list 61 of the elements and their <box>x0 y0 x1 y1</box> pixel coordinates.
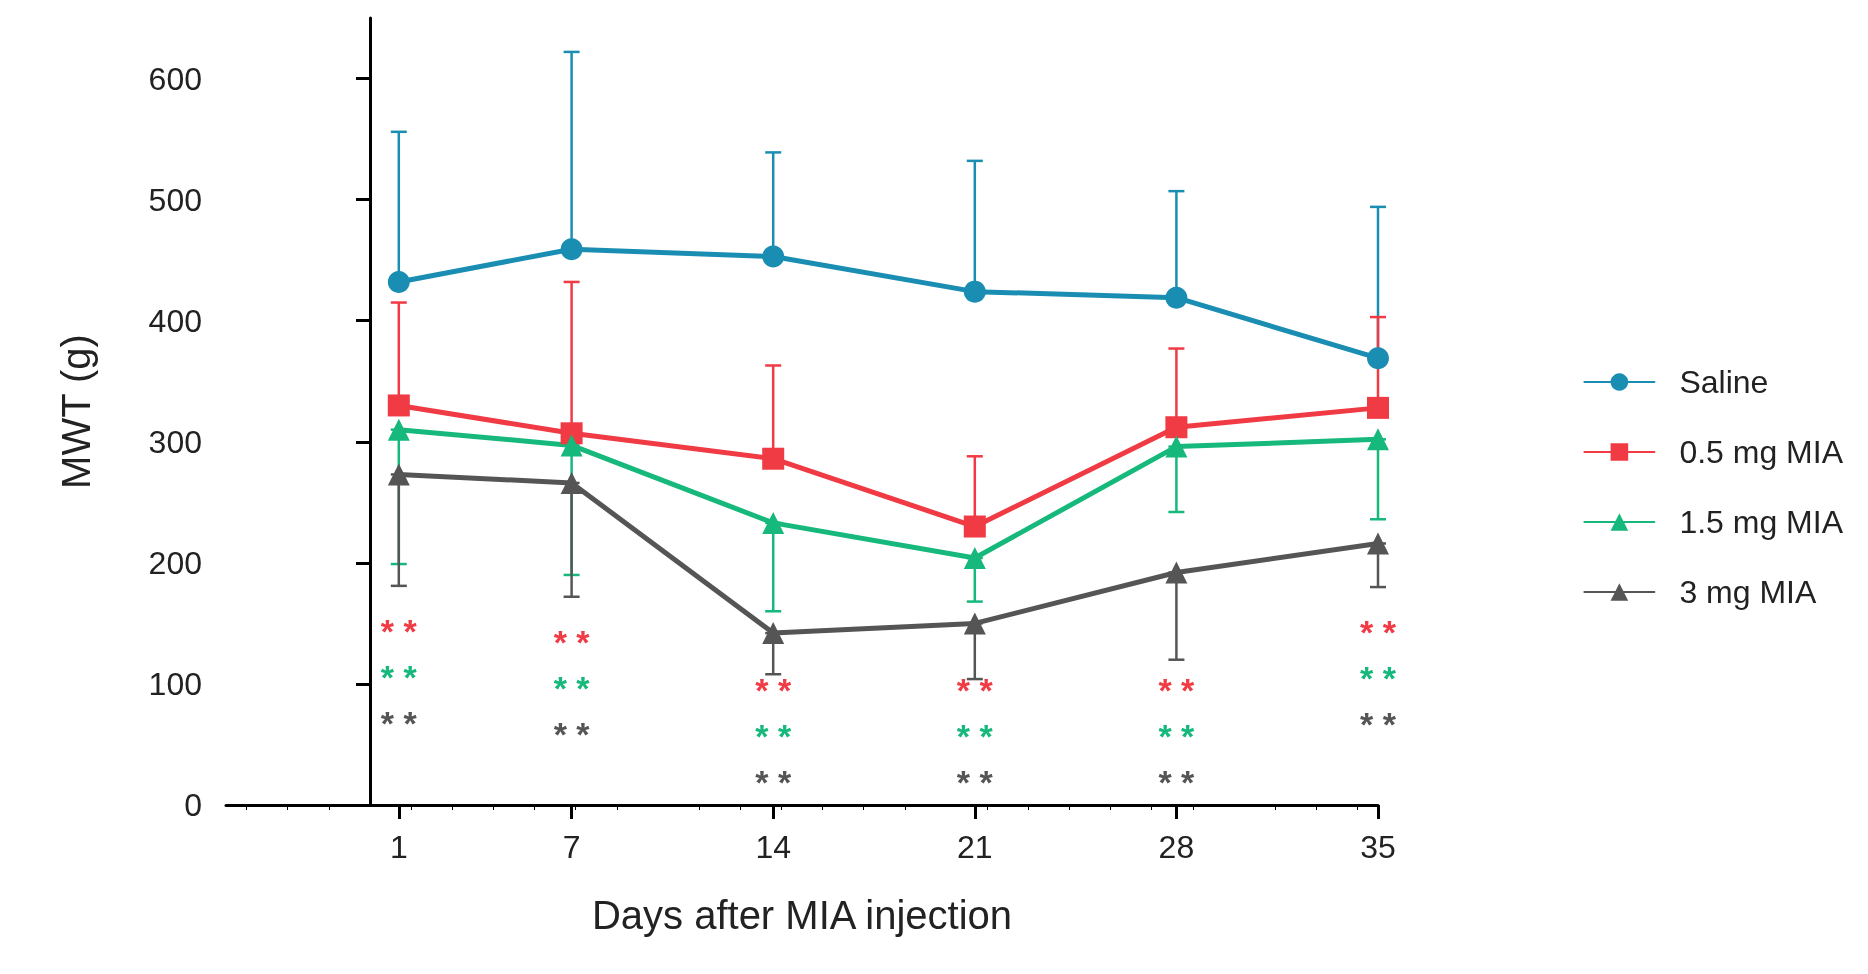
annotation: * * <box>956 671 994 709</box>
annotation: * * <box>956 763 994 801</box>
point <box>387 463 410 486</box>
x-tick-label: 14 <box>755 829 791 865</box>
point <box>762 245 785 268</box>
y-tick-label: 500 <box>148 181 202 218</box>
y-axis-title: MWT (g) <box>54 334 98 489</box>
annotation: * * <box>380 657 418 696</box>
annotation: * * <box>755 763 792 801</box>
annotation: * * <box>1158 717 1196 755</box>
annotation: * * <box>380 703 418 742</box>
x-tick-label: 28 <box>1158 829 1195 865</box>
point <box>963 547 986 569</box>
point <box>560 434 583 457</box>
point <box>762 447 785 470</box>
y-tick-label: 100 <box>148 665 202 702</box>
annotation: * * <box>1158 671 1196 709</box>
annotation: * * <box>553 714 591 753</box>
point <box>963 280 986 303</box>
x-tick-label: 7 <box>562 829 581 865</box>
annotation: * * <box>755 671 792 709</box>
annotation: * * <box>553 622 591 661</box>
point <box>762 622 785 645</box>
point <box>1367 428 1389 451</box>
point <box>1165 416 1188 439</box>
point <box>1165 561 1188 584</box>
point <box>1367 396 1389 419</box>
legend-label: 1.5 mg MIA <box>1679 504 1844 540</box>
point <box>387 418 410 441</box>
x-tick-label: 1 <box>389 829 408 865</box>
y-tick-label: 300 <box>148 423 202 460</box>
x-tick-label: 21 <box>957 829 993 865</box>
point <box>560 238 583 261</box>
y-tick-label: 600 <box>148 60 202 97</box>
annotation: * * <box>1360 705 1397 744</box>
annotation: * * <box>1360 659 1397 698</box>
annotation: * * <box>1158 763 1196 801</box>
annotation: * * <box>380 611 418 650</box>
annotation: * * <box>553 668 591 707</box>
point <box>1367 347 1389 370</box>
annotation: * * <box>755 717 792 755</box>
point <box>387 394 410 417</box>
point <box>560 422 583 445</box>
point <box>963 612 986 635</box>
point <box>1165 286 1188 309</box>
annotation: * * <box>956 717 994 755</box>
point <box>560 471 583 494</box>
point <box>1367 532 1389 555</box>
legend-label: Saline <box>1679 364 1769 400</box>
y-tick-label: 200 <box>148 544 202 581</box>
x-tick-label: 35 <box>1360 829 1396 865</box>
y-tick-label: 400 <box>148 302 202 339</box>
annotation: * * <box>1360 613 1397 652</box>
point <box>1165 435 1188 458</box>
point <box>762 511 785 534</box>
x-axis-title: Days after MIA injection <box>591 893 1013 937</box>
point <box>387 270 410 293</box>
y-tick-label: 0 <box>184 787 202 823</box>
point <box>963 515 986 538</box>
legend-label: 3 mg MIA <box>1679 574 1817 610</box>
legend-label: 0.5 mg MIA <box>1679 434 1844 470</box>
